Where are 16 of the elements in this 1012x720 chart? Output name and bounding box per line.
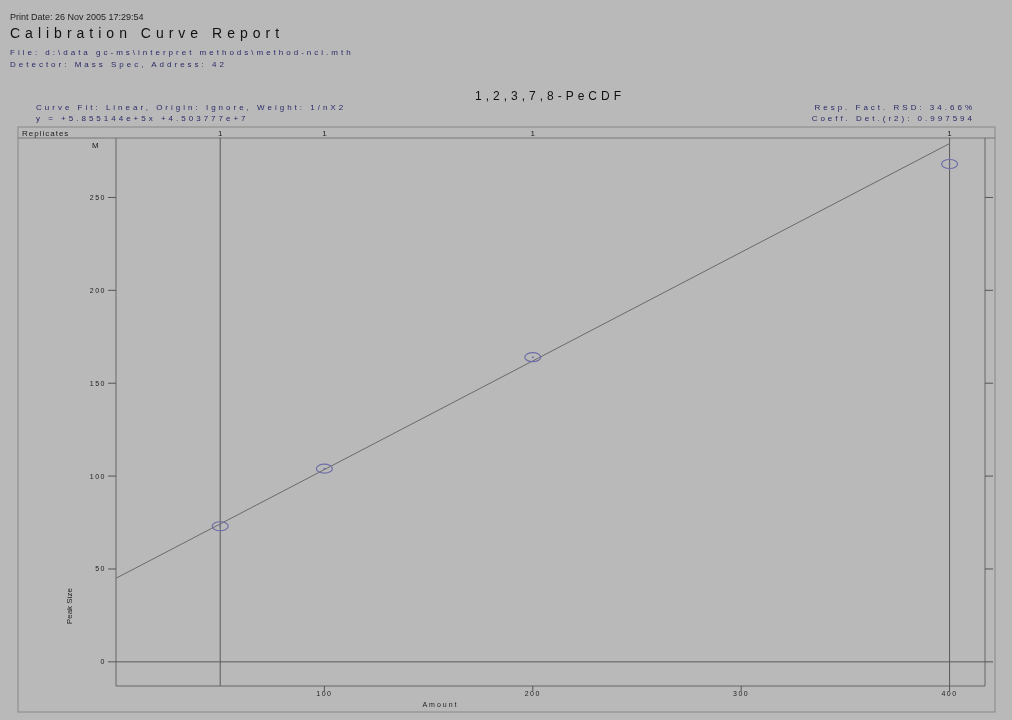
text: 1	[947, 129, 953, 138]
chart-subtitle: 1,2,3,7,8-PeCDF	[474, 89, 626, 103]
text: y = +5.855144e+5x +4.503777e+7	[36, 114, 249, 123]
text: Print Date: 26 Nov 2005 17:29:54	[10, 12, 144, 22]
text: Replicates	[22, 129, 70, 138]
text: Coeff. Det.(r2): 0.997594	[811, 114, 975, 123]
chart-title: Calibration Curve Report	[10, 25, 285, 41]
text: Detector: Mass Spec, Address: 42	[10, 60, 227, 69]
text: 1	[217, 129, 223, 138]
text: 1	[322, 129, 328, 138]
text: Curve Fit: Linear, Origin: Ignore, Weight: 1/nX2	[36, 103, 347, 112]
y-axis-title: Peak Size	[65, 587, 74, 625]
text: File: d:\data gc-ms\interpret methods\method-nci.mth	[10, 48, 354, 57]
text: M	[92, 141, 99, 150]
text: 1	[530, 129, 536, 138]
text: Resp. Fact. RSD: 34.66%	[814, 103, 975, 112]
